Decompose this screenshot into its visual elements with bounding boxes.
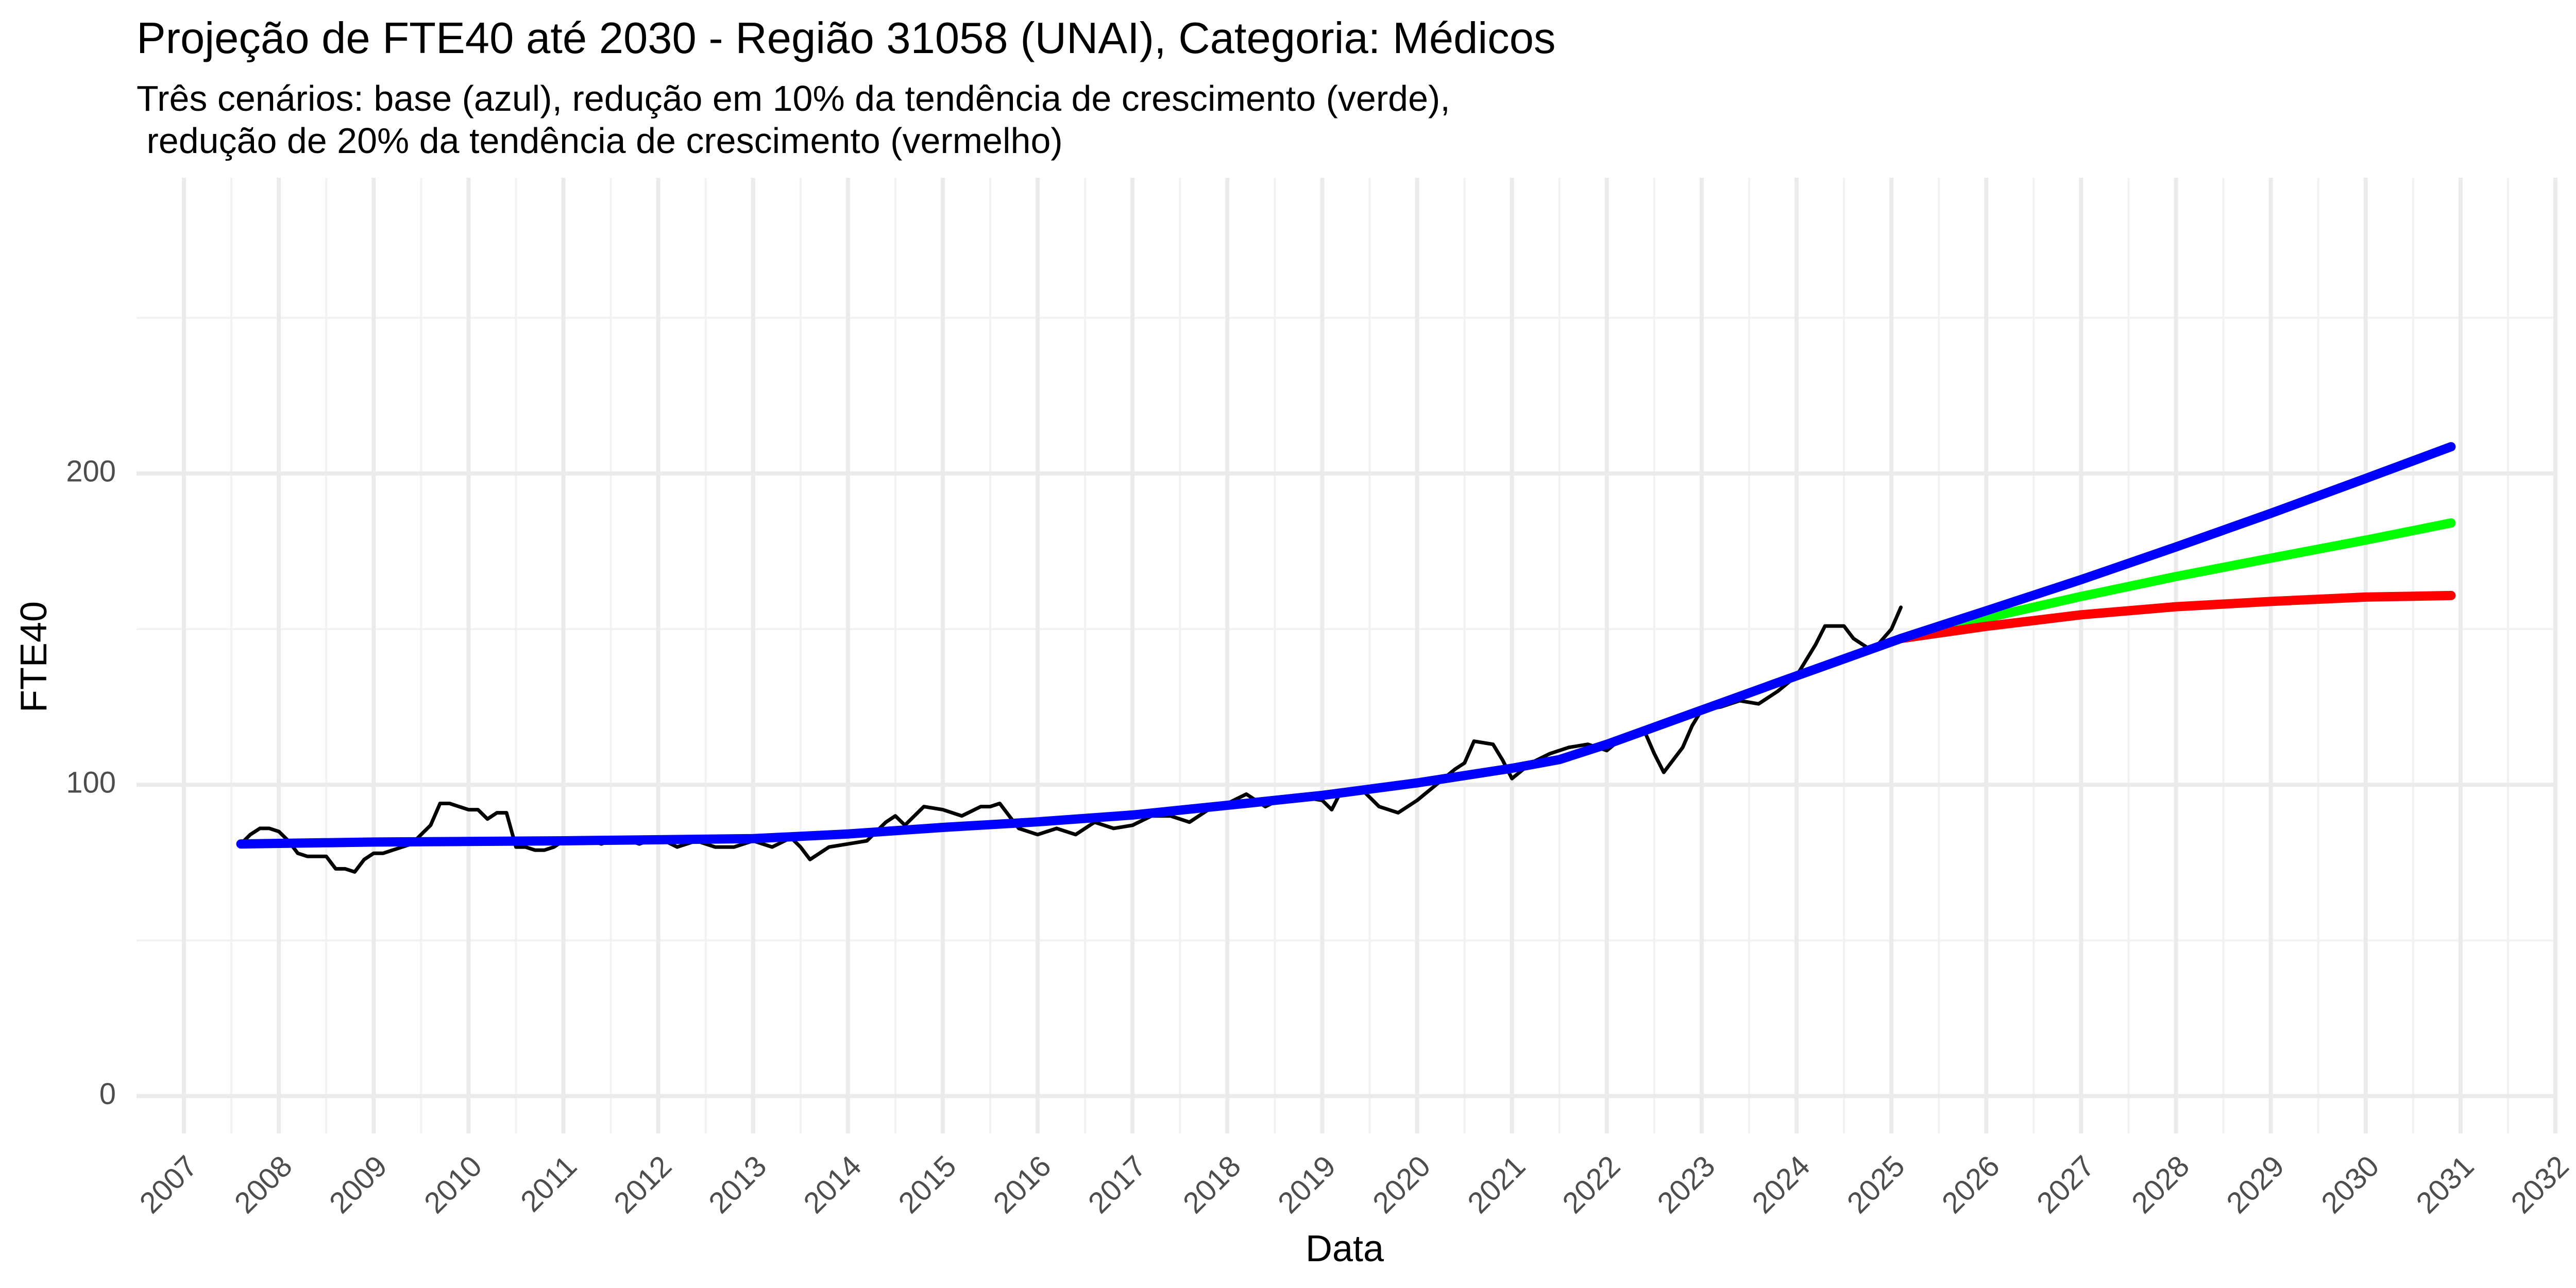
series-line-base [236, 442, 2456, 849]
chart-subtitle-line-2: redução de 20% da tendência de crescimen… [137, 121, 1063, 161]
series-layer [236, 442, 2456, 874]
chart-title: Projeção de FTE40 até 2030 - Região 3105… [137, 14, 1556, 63]
x-tick-label: 2015 [892, 1149, 962, 1220]
x-tick-label: 2025 [1841, 1149, 1911, 1220]
series-line-reduction-10 [1896, 518, 2456, 643]
series-line-observed [239, 605, 1903, 874]
grid-layer [137, 178, 2557, 1133]
chart-subtitle-line-1: Três cenários: base (azul), redução em 1… [137, 78, 1450, 118]
x-tick-label: 2019 [1272, 1149, 1342, 1220]
x-tick-label: 2007 [133, 1149, 204, 1220]
y-tick-label: 100 [66, 766, 116, 800]
x-tick-label: 2010 [418, 1149, 488, 1220]
x-tick-label: 2027 [2030, 1149, 2101, 1220]
x-tick-label: 2012 [607, 1149, 678, 1220]
x-tick-label: 2014 [797, 1149, 868, 1220]
x-tick-label: 2018 [1177, 1149, 1247, 1220]
x-tick-label: 2013 [702, 1149, 773, 1220]
x-tick-label: 2032 [2504, 1149, 2575, 1220]
x-tick-label: 2030 [2315, 1149, 2385, 1220]
x-tick-label: 2029 [2220, 1149, 2291, 1220]
y-tick-label: 200 [66, 454, 116, 488]
x-tick-label: 2023 [1651, 1149, 1721, 1220]
x-tick-label: 2008 [228, 1149, 299, 1220]
series-line-reduction-20 [1896, 590, 2456, 643]
y-axis: 0 100 200 [66, 454, 116, 1110]
x-tick-label: 2028 [2125, 1149, 2196, 1220]
x-tick-label: 2031 [2410, 1149, 2480, 1220]
x-tick-label: 2022 [1556, 1149, 1626, 1220]
x-tick-label: 2016 [987, 1149, 1058, 1220]
x-tick-label: 2017 [1082, 1149, 1153, 1220]
y-tick-label: 0 [99, 1077, 116, 1111]
x-axis-title: Data [1306, 1228, 1384, 1269]
x-tick-label: 2020 [1366, 1149, 1437, 1220]
x-axis: 2007 2008 2009 2010 2011 2012 2013 2014 2015 2016… [133, 1149, 2575, 1220]
x-tick-label: 2009 [323, 1149, 394, 1220]
x-tick-label: 2011 [514, 1149, 583, 1218]
x-tick-label: 2026 [1936, 1149, 2006, 1220]
y-axis-title: FTE40 [13, 601, 55, 713]
x-tick-label: 2021 [1461, 1149, 1532, 1220]
x-tick-label: 2024 [1745, 1149, 1816, 1220]
